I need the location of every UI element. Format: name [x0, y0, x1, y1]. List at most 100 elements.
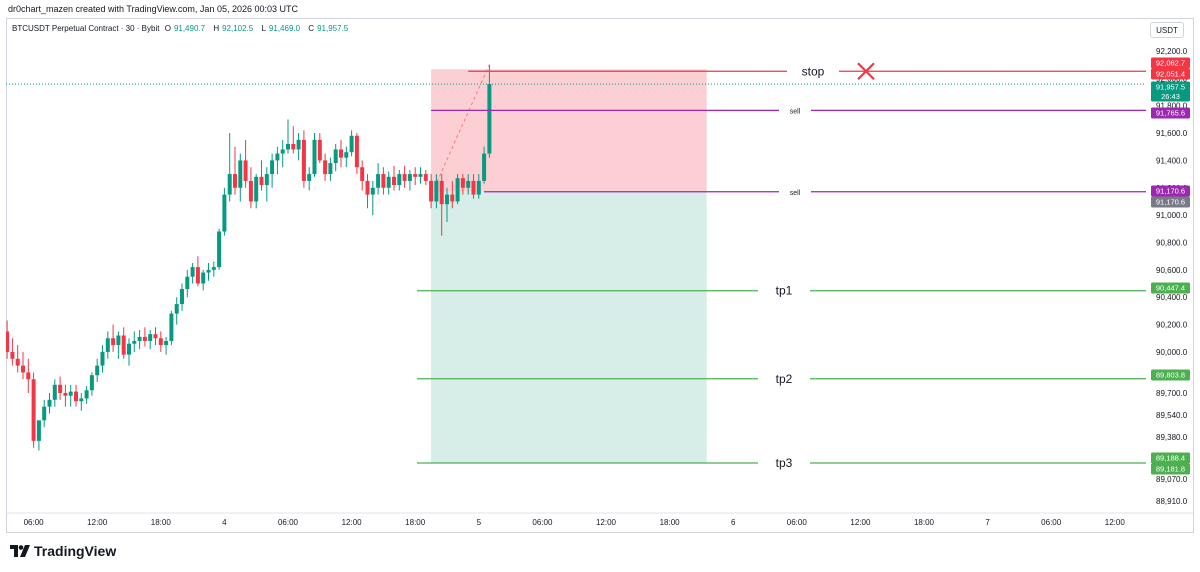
- level-label-sell: sell: [790, 108, 801, 115]
- candle-body: [74, 391, 78, 402]
- chart-caption: dr0chart_mazen created with TradingView.…: [8, 4, 298, 14]
- candle-body: [206, 269, 211, 273]
- candle-body: [227, 174, 232, 195]
- candle-body: [487, 84, 492, 154]
- price-label-text: 89,181.8: [1156, 465, 1185, 474]
- price-chart[interactable]: stopsellselltp1tp2tp392,200.092,000.091,…: [0, 0, 1200, 540]
- y-tick-label: 91,400.0: [1156, 156, 1188, 165]
- take-profit-zone: [431, 191, 707, 463]
- candle-body: [301, 139, 306, 181]
- candle-body: [402, 174, 407, 181]
- y-tick-label: 91,000.0: [1156, 211, 1188, 220]
- y-tick-label: 89,070.0: [1156, 475, 1188, 484]
- candle-body: [127, 343, 131, 355]
- candles: [0, 64, 492, 451]
- candle-body: [116, 335, 121, 346]
- level-label-tp2: tp2: [776, 372, 793, 386]
- candle-body: [158, 338, 163, 346]
- candle-body: [423, 174, 428, 181]
- candle-body: [169, 313, 174, 341]
- x-tick-label: 18:00: [151, 518, 172, 527]
- candle-body: [248, 180, 253, 202]
- candle-body: [259, 176, 264, 186]
- price-label-badge: [1151, 369, 1190, 381]
- ohlc-close: C 91,957.5: [308, 24, 349, 33]
- x-tick-label: 06:00: [1041, 518, 1062, 527]
- x-tick-label: 18:00: [405, 518, 426, 527]
- price-label-text: 91,170.6: [1156, 198, 1185, 207]
- candle-body: [238, 160, 243, 188]
- candle-body: [254, 176, 259, 202]
- price-label-badge: [1151, 68, 1190, 80]
- candle-body: [418, 174, 423, 177]
- candle-body: [370, 187, 375, 195]
- x-tick-label: 5: [477, 518, 482, 527]
- candle-body: [201, 272, 206, 284]
- x-tick-label: 06:00: [278, 518, 299, 527]
- x-tick-label: 7: [985, 518, 990, 527]
- candle-body: [392, 176, 396, 186]
- candle-body: [52, 384, 57, 400]
- candle-body: [0, 322, 4, 332]
- candle-body: [386, 176, 391, 188]
- candle-body: [164, 340, 169, 346]
- candle-body: [84, 390, 89, 399]
- symbol-name[interactable]: BTCUSDT Perpetual Contract · 30 · Bybit: [12, 24, 160, 33]
- candle-body: [58, 384, 63, 393]
- candle-body: [397, 174, 402, 186]
- candle-body: [328, 163, 333, 175]
- ohlc-open: O 91,490.7: [164, 24, 206, 33]
- y-tick-label: 90,000.0: [1156, 348, 1188, 357]
- candle-body: [26, 372, 31, 380]
- candle-body: [434, 180, 439, 202]
- candle-body: [413, 174, 418, 177]
- x-tick-label: 12:00: [87, 518, 108, 527]
- x-tick-label: 6: [731, 518, 736, 527]
- candle-body: [15, 358, 20, 366]
- x-tick-label: 12:00: [1105, 518, 1126, 527]
- x-marker-icon: [857, 62, 875, 81]
- candle-body: [450, 194, 455, 202]
- stop-loss-zone: [431, 69, 707, 192]
- x-tick-label: 06:00: [787, 518, 808, 527]
- candle-body: [360, 167, 365, 181]
- candle-body: [291, 143, 296, 150]
- candle-body: [429, 180, 434, 202]
- tradingview-logo-icon: [10, 545, 30, 557]
- y-tick-label: 89,540.0: [1156, 411, 1188, 420]
- candle-body: [270, 160, 275, 175]
- candle-body: [10, 351, 15, 359]
- price-label-text: 90,447.4: [1156, 284, 1185, 293]
- candle-body: [6, 331, 10, 352]
- y-tick-label: 92,200.0: [1156, 47, 1188, 56]
- price-label-badge: [1151, 196, 1190, 208]
- candle-body: [31, 379, 36, 441]
- candle-body: [307, 174, 312, 181]
- candle-body: [153, 334, 158, 339]
- ohlc-low: L 91,469.0: [261, 24, 301, 33]
- candle-body: [445, 194, 449, 205]
- x-tick-label: 06:00: [24, 518, 45, 527]
- candle-body: [111, 338, 116, 346]
- candle-body: [317, 139, 322, 161]
- ohlc-high: H 92,102.5: [213, 24, 254, 33]
- tradingview-logo[interactable]: TradingView: [10, 543, 116, 559]
- y-tick-label: 88,910.0: [1156, 497, 1188, 506]
- x-tick-label: 12:00: [850, 518, 871, 527]
- candle-body: [180, 288, 184, 305]
- price-label-text: 91,957.5: [1156, 83, 1185, 92]
- y-tick-label: 90,200.0: [1156, 321, 1188, 330]
- candle-body: [132, 340, 137, 344]
- price-label-badge: [1151, 452, 1190, 464]
- candle-body: [286, 143, 290, 150]
- y-tick-label: 91,800.0: [1156, 102, 1188, 111]
- candle-body: [174, 304, 179, 314]
- price-label-text: 91,765.6: [1156, 109, 1185, 118]
- currency-button[interactable]: USDT: [1150, 22, 1184, 38]
- price-label-badge: [1151, 57, 1190, 69]
- price-label-text: 91,170.6: [1156, 187, 1185, 196]
- x-tick-label: 06:00: [532, 518, 553, 527]
- chart-frame: [6, 18, 1194, 533]
- candle-body: [376, 174, 381, 188]
- price-label-badge: [1151, 463, 1190, 475]
